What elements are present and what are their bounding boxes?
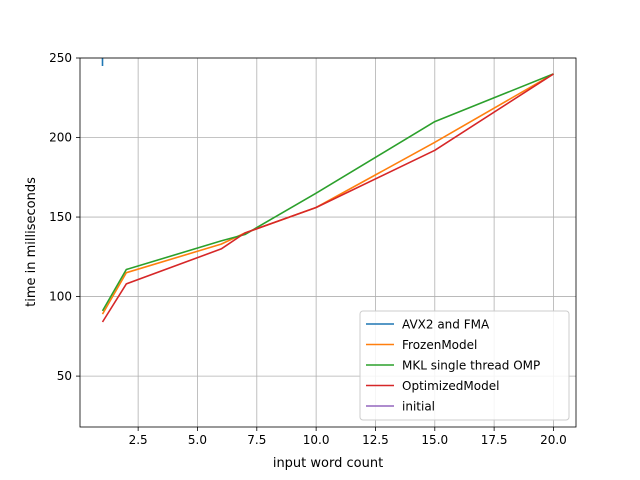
y-tick-label: 50	[57, 369, 72, 383]
x-tick-label: 17.5	[481, 433, 508, 447]
legend-label: FrozenModel	[402, 338, 477, 352]
x-tick-label: 5.0	[188, 433, 207, 447]
x-axis-label: input word count	[273, 456, 383, 471]
x-tick-label: 12.5	[362, 433, 389, 447]
y-tick-label: 150	[49, 210, 72, 224]
legend-label: initial	[402, 400, 435, 414]
x-tick-label: 2.5	[129, 433, 148, 447]
legend: AVX2 and FMA FrozenModel MKL single thread…	[359, 310, 570, 421]
plot-frame	[79, 57, 577, 428]
x-tick-label: 15.0	[421, 433, 448, 447]
x-tick-label: 7.5	[247, 433, 266, 447]
legend-frame	[359, 310, 570, 421]
legend-label: OptimizedModel	[402, 379, 499, 393]
y-axis-label: time in milliseconds	[24, 177, 39, 307]
y-axis-ticks: 50 100 150 200 250	[49, 51, 80, 383]
legend-label: MKL single thread OMP	[402, 359, 540, 373]
x-tick-label: 10.0	[303, 433, 330, 447]
series-line-optimizedmodel	[101, 73, 554, 323]
y-tick-label: 250	[49, 51, 72, 65]
x-tick-label: 20.0	[540, 433, 567, 447]
y-tick-label: 100	[49, 290, 72, 304]
series-line-mkl-single-thread-omp	[101, 73, 554, 312]
legend-label: AVX2 and FMA	[402, 318, 490, 332]
x-axis-ticks: 2.5 5.0 7.5 10.0 12.5 15.0 17.5 20.0	[129, 427, 567, 447]
series-layer	[101, 58, 554, 323]
y-tick-label: 200	[49, 131, 72, 145]
